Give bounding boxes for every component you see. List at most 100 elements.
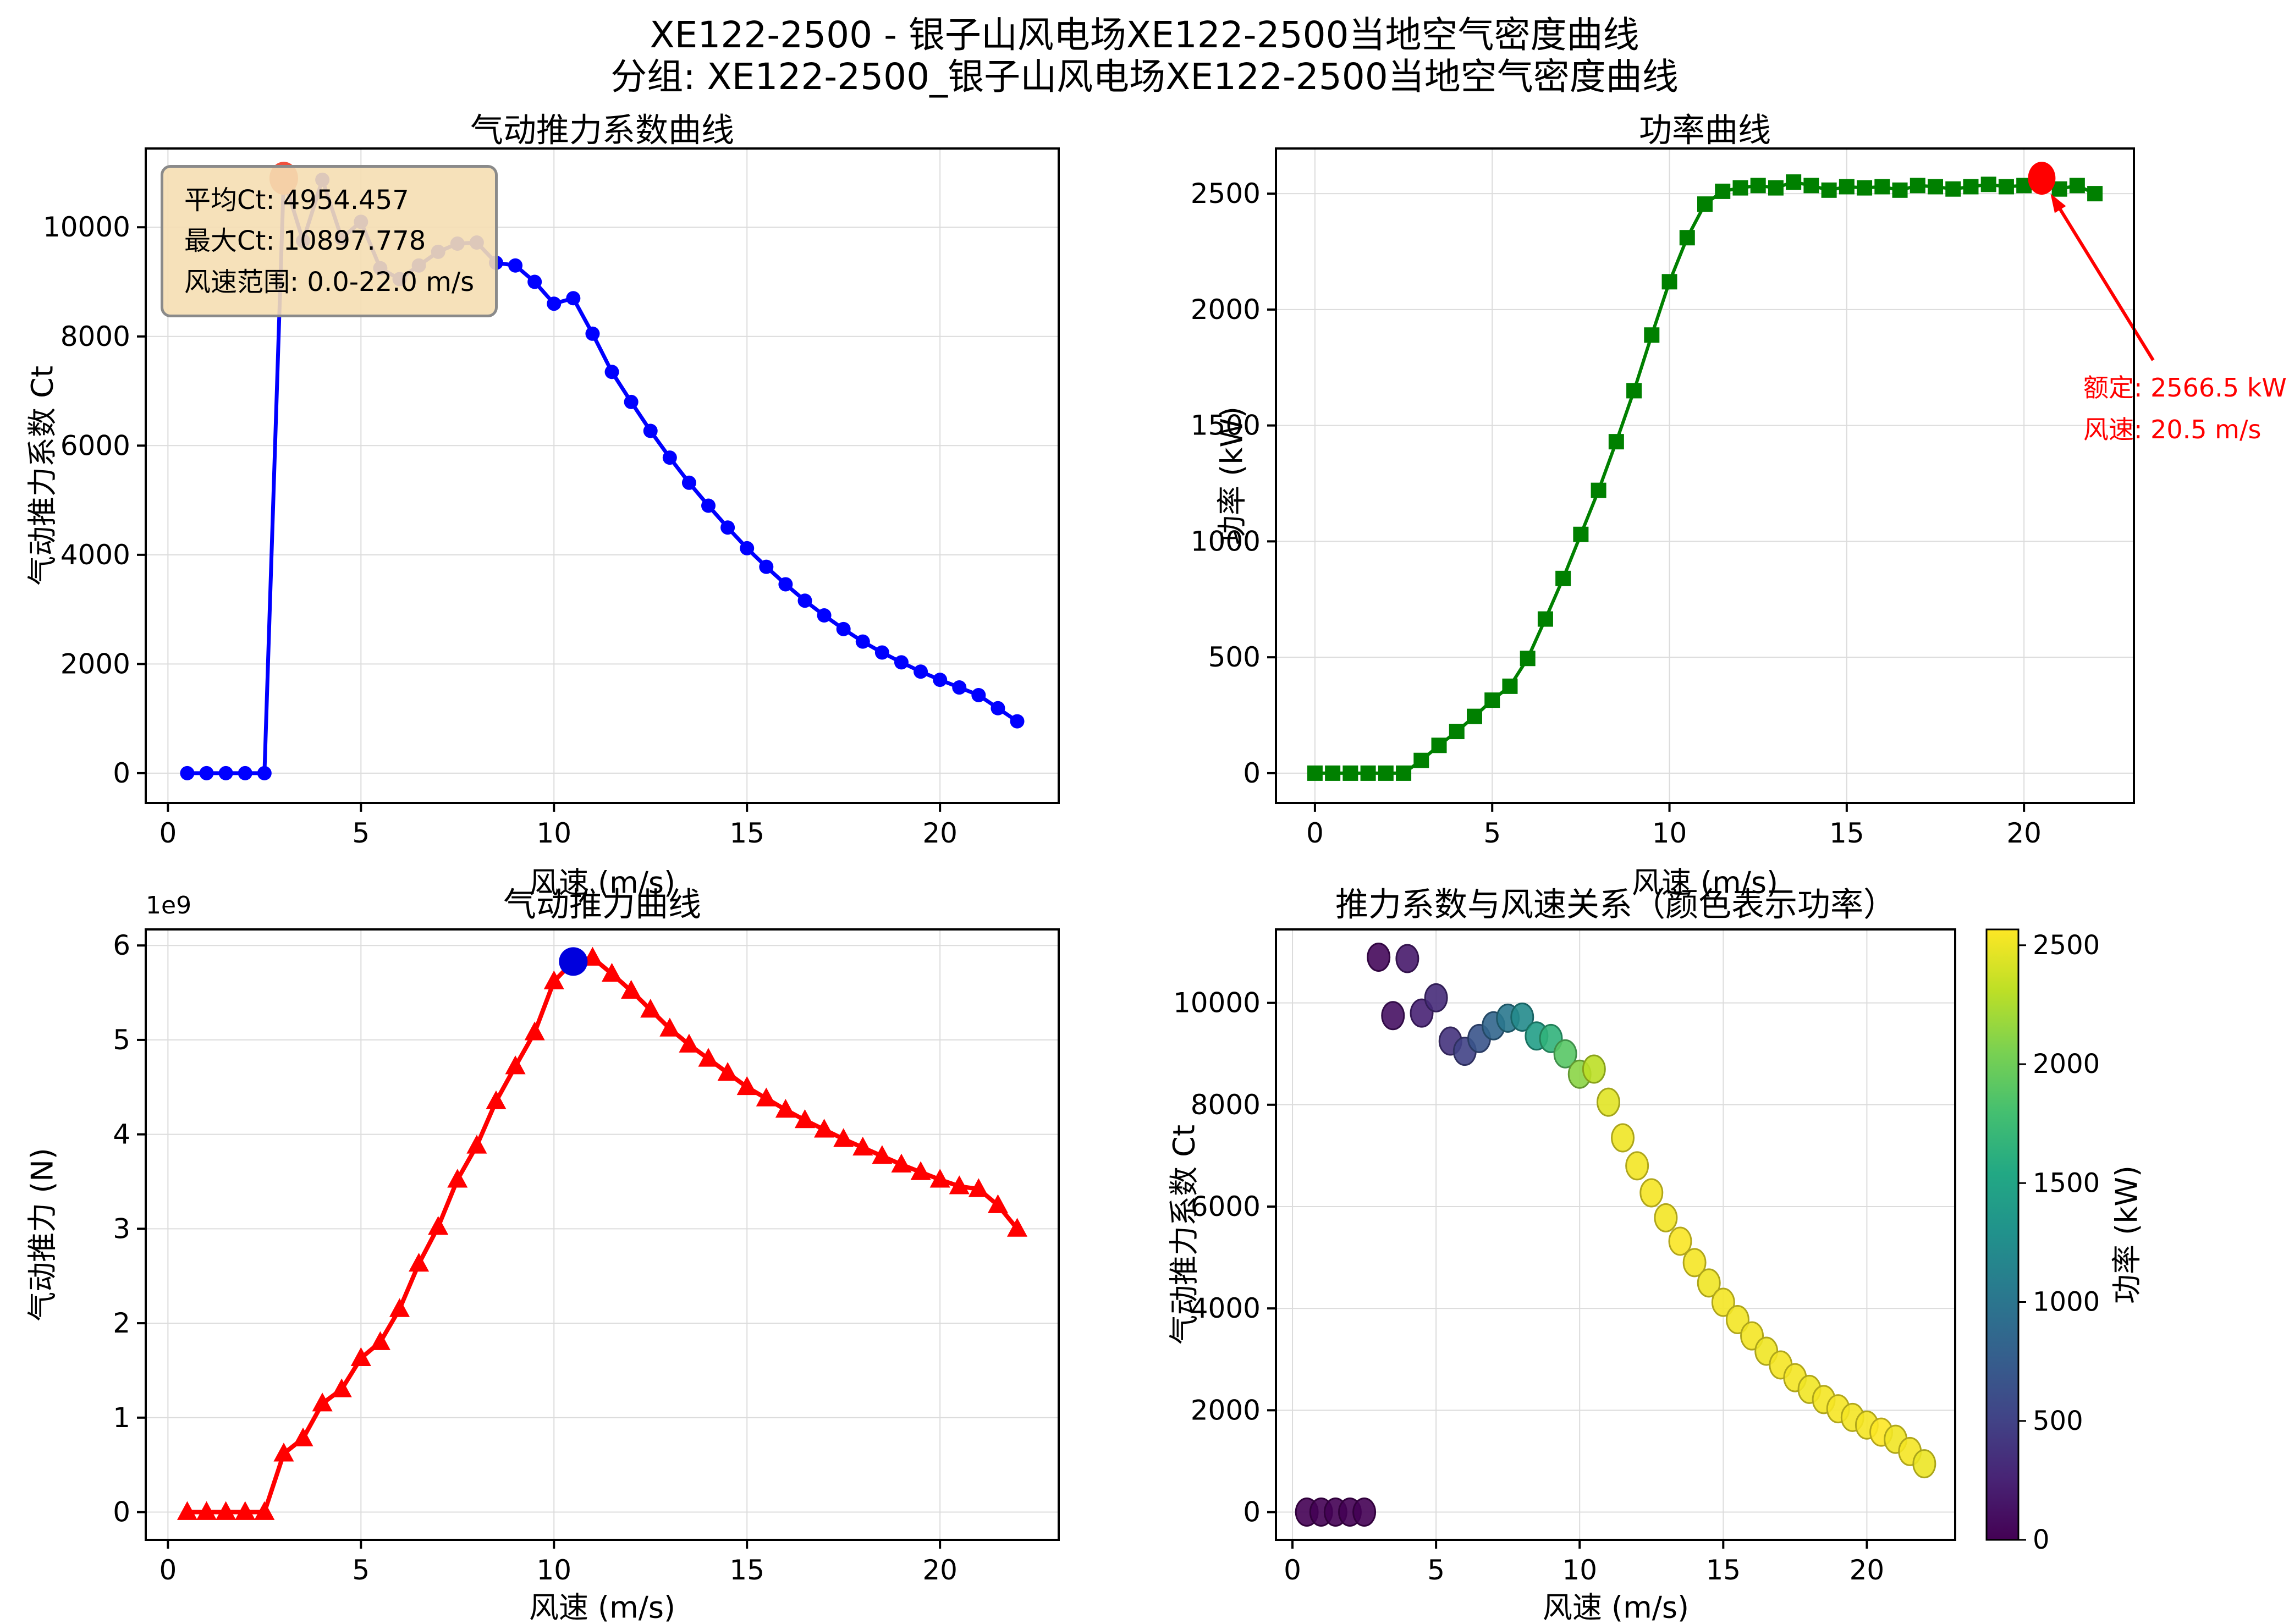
data-point-marker <box>312 1392 333 1412</box>
data-point-marker <box>643 423 658 438</box>
data-point-marker <box>1484 692 1500 708</box>
data-point-marker <box>505 1055 526 1075</box>
data-point-marker <box>389 1298 410 1317</box>
data-point-marker <box>1555 570 1571 586</box>
data-point-marker <box>814 1119 835 1138</box>
data-point-marker <box>409 1253 430 1272</box>
data-point-marker <box>1803 178 1819 194</box>
data-point-marker <box>1661 274 1677 290</box>
data-point-marker <box>1998 179 2014 195</box>
data-point-marker <box>1697 196 1713 212</box>
data-point-marker <box>852 1136 873 1156</box>
tooltip-max-ct: 最大Ct: 10897.778 <box>184 225 426 257</box>
figure-title-line2: 分组: XE122-2500_银子山风电场XE122-2500当地空气密度曲线 <box>610 56 1679 98</box>
ct-ylabel: 气动推力系数 Ct <box>25 365 60 586</box>
tooltip-wind-range: 风速范围: 0.0-22.0 m/s <box>184 266 475 298</box>
y-tick-label: 2000 <box>1191 294 1261 326</box>
y-tick-label: 6000 <box>60 430 130 461</box>
data-point-marker <box>1591 482 1606 498</box>
thrust_curve-line <box>187 955 1019 1515</box>
colorbar-tick-label: 500 <box>2033 1406 2083 1436</box>
data-point-marker <box>1963 179 1979 195</box>
colorbar-tick-label: 1500 <box>2033 1168 2100 1198</box>
data-point-marker <box>527 274 542 289</box>
thrust-xlabel: 风速 (m/s) <box>529 1590 676 1624</box>
scatter-point <box>1639 1178 1664 1208</box>
data-point-marker <box>547 296 562 311</box>
y-tick-label: 4000 <box>60 539 130 571</box>
data-point-marker <box>1839 179 1855 195</box>
scatter-point <box>1424 983 1448 1012</box>
scatter-point <box>1668 1226 1692 1256</box>
x-tick-label: 0 <box>159 1554 177 1586</box>
data-point-marker <box>2069 178 2085 194</box>
y-tick-label: 0 <box>1243 1496 1261 1528</box>
data-point-marker <box>797 593 812 608</box>
y-tick-label: 2000 <box>60 648 130 680</box>
data-point-marker <box>601 962 623 982</box>
data-point-marker <box>991 701 1005 715</box>
data-point-marker <box>1325 765 1341 781</box>
data-point-marker <box>910 1161 931 1180</box>
data-point-marker <box>874 645 889 660</box>
power-xlabel: 风速 (m/s) <box>1631 865 1779 900</box>
thrust-curve-title: 气动推力曲线 <box>503 885 701 924</box>
data-point-marker <box>199 766 214 780</box>
ct_curve-frame <box>145 147 1060 804</box>
y-tick-label: 8000 <box>60 321 130 353</box>
x-tick-label: 15 <box>729 817 764 849</box>
data-point-marker <box>720 520 735 535</box>
data-point-marker <box>216 1501 236 1520</box>
scatter-point <box>1582 1054 1606 1084</box>
data-point-marker <box>775 1099 796 1118</box>
data-point-marker <box>1910 178 1925 194</box>
rated-power-text: 额定: 2566.5 kW <box>2083 373 2287 403</box>
x-tick-label: 10 <box>536 817 571 849</box>
scatter-point <box>1596 1087 1620 1117</box>
data-point-marker <box>238 766 252 780</box>
data-point-marker <box>428 1216 449 1235</box>
data-point-marker <box>180 766 195 780</box>
data-point-marker <box>756 1087 777 1106</box>
ct_power_scatter-frame <box>1275 928 1956 1541</box>
ct-stats-tooltip: 平均Ct: 4954.457 最大Ct: 10897.778 风速范围: 0.0… <box>161 165 498 318</box>
scatter-point <box>1654 1203 1678 1232</box>
data-point-marker <box>1821 182 1837 198</box>
x-tick-label: 10 <box>1652 817 1687 849</box>
thrust_curve-frame <box>145 928 1060 1541</box>
data-point-marker <box>872 1145 893 1164</box>
data-point-marker <box>604 365 619 379</box>
colorbar-tick-label: 0 <box>2033 1524 2050 1555</box>
data-point-marker <box>891 1153 912 1172</box>
colorbar-tick-label: 2000 <box>2033 1049 2100 1080</box>
data-point-marker <box>833 1128 854 1147</box>
data-point-marker <box>698 1048 719 1067</box>
data-point-marker <box>1928 179 1944 195</box>
data-point-marker <box>196 1501 217 1520</box>
scatter-point <box>1381 1001 1405 1031</box>
ct_power_scatter-plot: 0 5 10 15 20 0 2000 4000 6000 8000 10000 0 500 1000 15… <box>1173 928 2100 1586</box>
data-point-marker <box>257 766 272 780</box>
rated-wind-text: 风速: 20.5 m/s <box>2083 414 2262 444</box>
data-point-marker <box>1431 737 1447 753</box>
y-tick-label: 1 <box>113 1402 130 1434</box>
scatter-title: 推力系数与风速关系（颜色表示功率） <box>1335 885 1896 924</box>
data-point-marker <box>968 1178 989 1197</box>
y-tick-label: 500 <box>1208 641 1261 673</box>
data-point-marker <box>717 1062 738 1081</box>
data-point-marker <box>1786 174 1802 190</box>
x-tick-label: 20 <box>1850 1554 1885 1586</box>
data-point-marker <box>1573 526 1589 542</box>
scatter-point <box>1711 1287 1735 1317</box>
colorbar-label: 功率 (kW) <box>2109 1165 2144 1304</box>
tooltip-avg-ct: 平均Ct: 4954.457 <box>184 185 409 216</box>
power_curve-line <box>1314 177 2096 775</box>
data-point-marker <box>987 1194 1009 1213</box>
data-point-marker <box>331 1378 352 1397</box>
data-point-marker <box>1857 180 1873 196</box>
data-point-marker <box>1874 179 1890 195</box>
data-point-marker <box>1307 765 1323 781</box>
y-tick-label: 6000 <box>1191 1191 1261 1223</box>
data-point-marker <box>1342 765 1358 781</box>
data-point-marker <box>736 1076 757 1095</box>
